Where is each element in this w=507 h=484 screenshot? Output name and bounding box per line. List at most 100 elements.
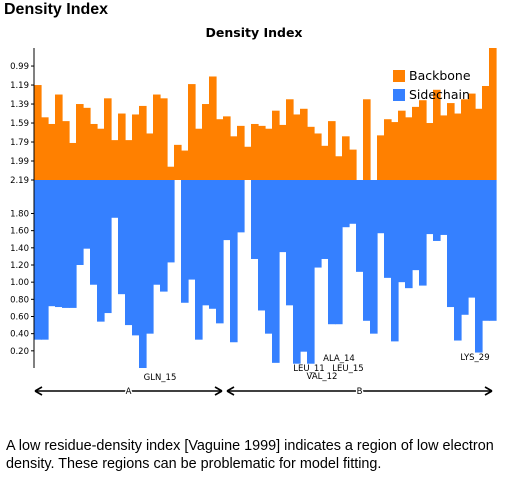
backbone-bar bbox=[461, 99, 469, 180]
backbone-bar bbox=[279, 124, 287, 180]
legend-label-sidechain: Sidechain bbox=[409, 87, 470, 102]
backbone-bar bbox=[384, 119, 392, 180]
sidechain-bar bbox=[328, 180, 336, 325]
backbone-tick-label: 1.19 bbox=[10, 81, 29, 91]
sidechain-bar bbox=[223, 180, 231, 241]
sidechain-bar bbox=[34, 180, 42, 340]
backbone-bar bbox=[489, 48, 497, 180]
sidechain-bar bbox=[111, 180, 119, 218]
backbone-bar bbox=[216, 119, 224, 180]
sidechain-bar bbox=[160, 180, 168, 292]
sidechain-bar bbox=[209, 180, 217, 309]
backbone-bar bbox=[55, 94, 63, 180]
backbone-bar bbox=[244, 146, 252, 180]
backbone-bars bbox=[34, 48, 497, 180]
backbone-tick-label: 1.59 bbox=[10, 119, 29, 129]
sidechain-bar bbox=[146, 180, 154, 334]
backbone-bar bbox=[433, 89, 441, 180]
sidechain-bar bbox=[230, 180, 238, 343]
sidechain-bar bbox=[363, 180, 371, 321]
sidechain-bar bbox=[293, 180, 301, 364]
sidechain-tick-label: 0.80 bbox=[10, 295, 29, 305]
density-index-chart: Density Index 0.99 1.19 1.39 1.59 1.79 1.99 2.… bbox=[10, 25, 497, 399]
sidechain-bar bbox=[181, 180, 189, 303]
sidechain-bar bbox=[307, 180, 315, 364]
chain-label: A bbox=[126, 387, 132, 397]
annotation-label: GLN_15 bbox=[144, 373, 177, 383]
backbone-bar bbox=[272, 110, 280, 180]
backbone-bar bbox=[377, 135, 385, 180]
sidechain-bar bbox=[300, 180, 308, 352]
sidechain-bar bbox=[188, 180, 196, 280]
sidechain-tick-label: 1.60 bbox=[10, 227, 29, 237]
sidechain-bar bbox=[62, 180, 70, 308]
sidechain-bar bbox=[216, 180, 224, 324]
backbone-tick-label: 0.99 bbox=[10, 62, 29, 72]
chain-arrowhead-right bbox=[484, 386, 493, 396]
sidechain-bar bbox=[104, 180, 112, 314]
sidechain-bar bbox=[321, 180, 329, 259]
backbone-bar bbox=[125, 140, 133, 180]
annotation-label: ALA_14 bbox=[323, 354, 355, 364]
backbone-bar bbox=[440, 115, 448, 180]
sidechain-tick-label: 0.60 bbox=[10, 312, 29, 322]
sidechain-bar bbox=[433, 180, 441, 241]
backbone-bar bbox=[153, 94, 161, 180]
sidechain-bar bbox=[265, 180, 273, 334]
backbone-bar bbox=[167, 166, 175, 180]
sidechain-bar bbox=[76, 180, 84, 265]
backbone-bar bbox=[328, 121, 336, 180]
annotation-label: LEU_15 bbox=[332, 364, 363, 374]
sidechain-bar bbox=[202, 180, 210, 306]
backbone-bar bbox=[454, 113, 462, 180]
sidechain-bar bbox=[468, 180, 476, 298]
sidechain-bar bbox=[482, 180, 490, 321]
sidechain-bar bbox=[90, 180, 98, 285]
sidechain-bar bbox=[125, 180, 133, 326]
sidechain-bar bbox=[258, 180, 266, 311]
sidechain-bar bbox=[69, 180, 77, 308]
sidechain-bar bbox=[279, 180, 287, 253]
backbone-bar bbox=[69, 142, 77, 180]
sidechain-bar bbox=[398, 180, 406, 283]
sidechain-bar bbox=[286, 180, 294, 306]
backbone-bar bbox=[307, 126, 315, 180]
sidechain-bar bbox=[454, 180, 462, 341]
backbone-bar bbox=[76, 104, 84, 180]
sidechain-tick-label: 1.00 bbox=[10, 278, 29, 288]
sidechain-tick-label: 1.20 bbox=[10, 261, 29, 271]
backbone-bar bbox=[251, 123, 259, 180]
backbone-tick-label: 1.79 bbox=[10, 138, 29, 148]
backbone-bar bbox=[139, 105, 147, 180]
sidechain-bar bbox=[314, 180, 322, 268]
backbone-bar bbox=[160, 98, 168, 180]
legend-swatch-sidechain bbox=[393, 89, 405, 101]
figure-caption: A low residue-density index [Vaguine 199… bbox=[6, 438, 494, 472]
sidechain-bar bbox=[167, 180, 175, 263]
sidechain-bar bbox=[251, 180, 259, 259]
backbone-bar bbox=[62, 121, 70, 180]
backbone-bar bbox=[132, 114, 140, 180]
sidechain-bar bbox=[83, 180, 91, 249]
backbone-bar bbox=[412, 106, 420, 180]
sidechain-bar bbox=[139, 180, 147, 368]
backbone-bar bbox=[188, 84, 196, 180]
backbone-bar bbox=[419, 100, 427, 180]
sidechain-bar bbox=[412, 180, 420, 271]
backbone-bar bbox=[363, 99, 371, 180]
sidechain-bar bbox=[97, 180, 105, 322]
sidechain-bar bbox=[489, 180, 497, 321]
backbone-bar bbox=[321, 145, 329, 180]
sidechain-bar bbox=[440, 180, 448, 235]
sidechain-bar bbox=[195, 180, 203, 340]
backbone-bar bbox=[181, 150, 189, 180]
backbone-bar bbox=[426, 123, 434, 180]
backbone-bar bbox=[447, 103, 455, 180]
sidechain-bar bbox=[475, 180, 483, 353]
backbone-bar bbox=[258, 125, 266, 180]
y-axis-ticks: 0.99 1.19 1.39 1.59 1.79 1.99 2.19 1.80 1.60 1.40… bbox=[10, 62, 34, 357]
backbone-bar bbox=[230, 136, 238, 180]
backbone-bar bbox=[398, 110, 406, 180]
sidechain-bar bbox=[132, 180, 140, 336]
